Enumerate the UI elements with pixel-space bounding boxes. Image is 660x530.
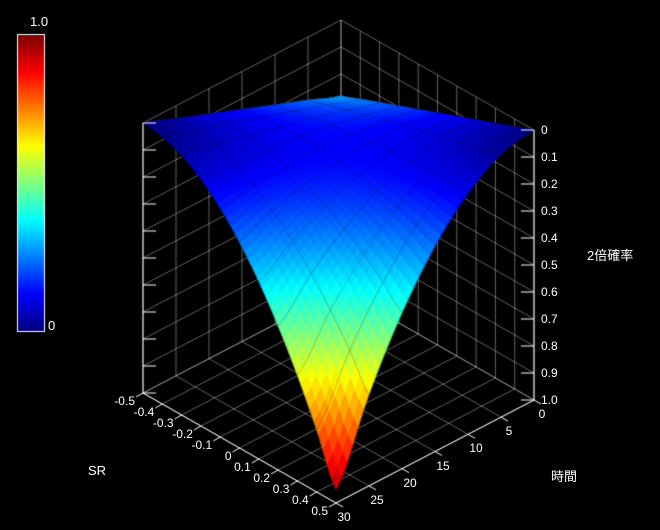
x-axis-label: SR — [88, 463, 107, 478]
colorbar-max-label: 1.0 — [30, 14, 49, 29]
z-tick-label: 0.3 — [541, 204, 558, 218]
y-tick-label: 5 — [505, 424, 513, 439]
x-tick-label: 0.1 — [234, 460, 251, 474]
y-tick-label: 10 — [469, 441, 483, 456]
x-tick-label: -0.5 — [114, 394, 135, 408]
x-tick-label: -0.2 — [172, 427, 193, 441]
y-tick-label: 25 — [370, 492, 384, 507]
z-tick-label: 1.0 — [541, 393, 558, 407]
x-tick-label: -0.4 — [133, 405, 155, 419]
z-tick-label: 0.7 — [541, 312, 558, 326]
z-axis-label: 2倍確率 — [587, 248, 634, 263]
z-tick-label: 0.4 — [541, 231, 558, 245]
x-tick-label: 0.2 — [253, 471, 271, 485]
z-tick-label: 0.2 — [541, 177, 558, 191]
x-tick-label: -0.3 — [152, 416, 174, 430]
z-tick-label: 0.6 — [541, 285, 558, 299]
x-tick-label: -0.1 — [191, 438, 213, 452]
y-tick-label: 30 — [337, 510, 351, 524]
z-tick-label: 0 — [541, 123, 548, 137]
x-tick-label: 0.5 — [311, 504, 328, 518]
x-tick-label: 0.3 — [272, 482, 290, 496]
z-tick-label: 0.9 — [541, 366, 558, 380]
colorbar-min-label: 0 — [48, 318, 56, 333]
y-tick-label: 0 — [538, 407, 546, 421]
x-tick-label: 0.4 — [292, 493, 309, 507]
z-tick-label: 0.1 — [541, 150, 558, 164]
z-tick-label: 0.5 — [541, 258, 558, 272]
y-axis-label: 時間 — [551, 469, 578, 484]
x-tick-label: 0 — [224, 449, 232, 463]
z-tick-label: 0.8 — [541, 339, 558, 353]
y-tick-label: 20 — [403, 475, 417, 490]
y-tick-label: 15 — [436, 458, 450, 473]
